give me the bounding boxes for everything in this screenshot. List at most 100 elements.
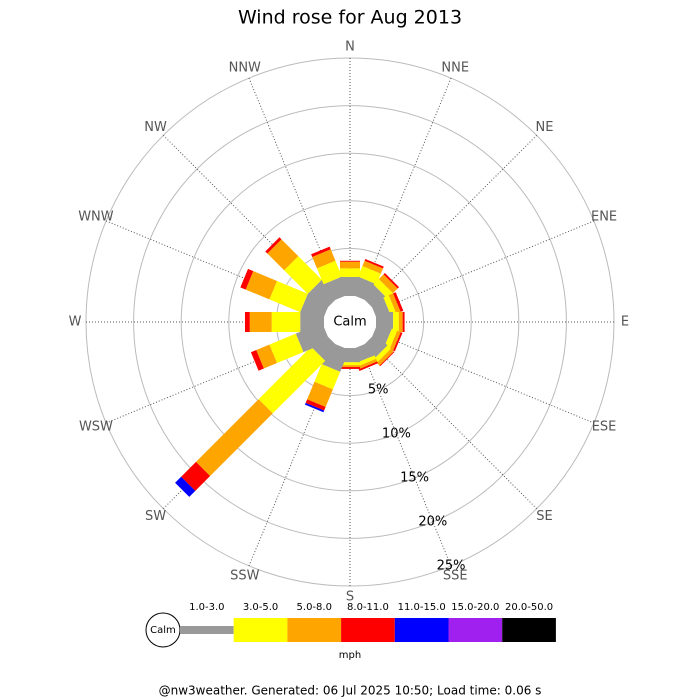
bar-segment bbox=[340, 268, 360, 277]
bar-segment bbox=[250, 350, 264, 371]
direction-label: S bbox=[346, 590, 354, 605]
direction-label: ENE bbox=[591, 209, 617, 224]
bar-segment bbox=[389, 330, 401, 351]
bar-segment bbox=[362, 260, 384, 274]
legend-calm-label: Calm bbox=[150, 625, 176, 636]
bar-segment bbox=[393, 292, 404, 312]
bar-segment bbox=[373, 279, 393, 299]
direction-label: SSW bbox=[230, 569, 260, 584]
legend-swatch bbox=[233, 618, 288, 642]
legend-swatch bbox=[180, 626, 234, 634]
legend-swatch bbox=[502, 618, 556, 642]
bar-segment bbox=[267, 239, 299, 271]
grid-ring bbox=[180, 152, 520, 492]
spoke bbox=[373, 220, 595, 313]
legend-swatch bbox=[341, 618, 395, 642]
plot: N NNE NE ENE E ESE SE SSE S SSW SW WSW W WNW NW NNW Calm… bbox=[69, 40, 630, 605]
bar-segment bbox=[357, 358, 378, 370]
legend-label: 5.0-8.0 bbox=[297, 602, 332, 613]
bar-segment bbox=[269, 333, 304, 364]
bar-segment bbox=[244, 312, 250, 332]
spoke bbox=[368, 340, 538, 510]
legend-label: 1.0-3.0 bbox=[189, 602, 224, 613]
ring-label: 10% bbox=[382, 426, 411, 441]
bar-segment bbox=[393, 332, 403, 352]
calm-label: Calm bbox=[333, 315, 366, 330]
chart-title: Wind rose for Aug 2013 bbox=[238, 7, 462, 29]
bar-segment bbox=[269, 280, 308, 313]
bar-segment bbox=[393, 312, 399, 332]
spoke bbox=[373, 331, 595, 424]
legend-swatch bbox=[448, 618, 503, 642]
direction-label: WNW bbox=[78, 209, 114, 224]
bar-segment bbox=[314, 364, 341, 390]
direction-label: NNE bbox=[441, 60, 469, 75]
bar-segment bbox=[175, 476, 196, 497]
bar-segment bbox=[383, 295, 397, 316]
grid-ring bbox=[133, 105, 567, 539]
bar-segment bbox=[181, 461, 211, 491]
direction-label: WSW bbox=[79, 420, 113, 435]
bar-segment bbox=[358, 361, 378, 371]
bar-segment bbox=[284, 256, 322, 294]
spoke bbox=[359, 345, 452, 567]
bar-segment bbox=[240, 268, 254, 290]
legend-label: 8.0-11.0 bbox=[347, 602, 389, 613]
bar-segment bbox=[383, 272, 400, 289]
bar-segment bbox=[305, 399, 326, 411]
ring-label: 20% bbox=[418, 514, 447, 529]
bar-segment bbox=[364, 258, 384, 269]
bar-segment bbox=[249, 312, 272, 332]
direction-label: NNW bbox=[229, 60, 261, 75]
direction-label: NE bbox=[535, 120, 553, 135]
bar-segment bbox=[402, 312, 405, 332]
ring-label: 5% bbox=[368, 382, 389, 397]
bar-segment bbox=[312, 249, 336, 269]
footer: @nw3weather. Generated: 06 Jul 2025 10:5… bbox=[159, 684, 542, 698]
legend-unit: mph bbox=[339, 650, 361, 661]
direction-label: SW bbox=[145, 509, 166, 524]
bar-segment bbox=[265, 237, 282, 254]
bar-segment bbox=[256, 344, 278, 369]
bar-segment bbox=[340, 367, 360, 369]
bar-segment bbox=[378, 274, 398, 294]
legend-label: 11.0-15.0 bbox=[398, 602, 446, 613]
ring-label: 25% bbox=[437, 558, 466, 573]
direction-label: SSE bbox=[443, 569, 468, 584]
bar-segment bbox=[376, 348, 394, 366]
legend-label: 15.0-20.0 bbox=[451, 602, 499, 613]
legend-label: 20.0-50.0 bbox=[505, 602, 553, 613]
bar-segment bbox=[384, 328, 398, 350]
direction-label: E bbox=[621, 315, 629, 330]
spoke bbox=[359, 77, 452, 299]
spoke bbox=[368, 134, 538, 304]
legend-label: 3.0-5.0 bbox=[243, 602, 278, 613]
bar-segment bbox=[398, 312, 403, 332]
bar-segment bbox=[307, 279, 339, 311]
bar-segment bbox=[271, 312, 301, 332]
bar-segment bbox=[323, 276, 350, 302]
grid-ring bbox=[228, 200, 472, 444]
legend-swatch bbox=[287, 618, 342, 642]
bar-segment bbox=[195, 399, 273, 477]
direction-label: ESE bbox=[592, 420, 617, 435]
bar-segment bbox=[307, 381, 333, 408]
bar-segment bbox=[304, 402, 325, 413]
bar-segment bbox=[373, 345, 391, 363]
legend: Calm 1.0-3.0 3.0-5.0 5.0-8.0 8.0-11.0 11.0-15… bbox=[145, 602, 556, 661]
bar-segment bbox=[379, 351, 395, 367]
bar-segment bbox=[340, 261, 360, 269]
calm-circle bbox=[324, 296, 376, 348]
bar-segment bbox=[357, 266, 381, 285]
ring-label: 15% bbox=[400, 470, 429, 485]
bar-segment bbox=[258, 346, 326, 414]
direction-label: NW bbox=[144, 120, 167, 135]
bar-segment bbox=[356, 355, 377, 367]
bar-segment bbox=[388, 293, 401, 314]
bar-segment bbox=[340, 362, 360, 366]
bar-segment bbox=[340, 365, 360, 368]
direction-label: N bbox=[345, 40, 355, 55]
bar-segment bbox=[245, 271, 278, 300]
legend-swatch bbox=[394, 618, 449, 642]
